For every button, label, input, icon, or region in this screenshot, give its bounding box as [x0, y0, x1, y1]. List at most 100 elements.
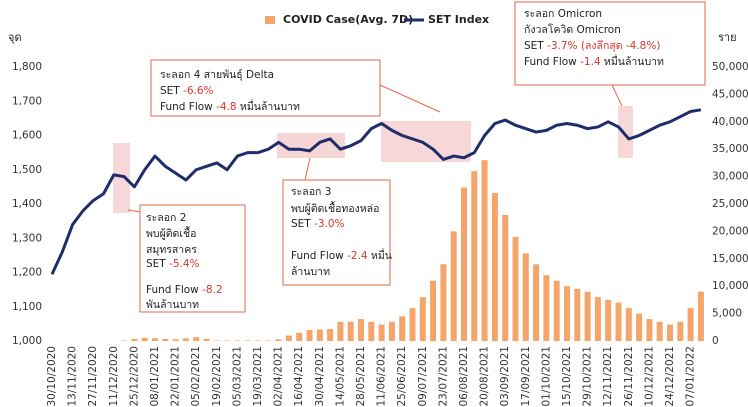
annotation-text: SET	[146, 258, 169, 270]
annotation-text: -1.4	[580, 56, 601, 68]
x-tick-label: 06/08/2021	[458, 346, 470, 407]
annotation-line: Fund Flow -8.2	[146, 284, 223, 296]
annotation-line: SET -5.4%	[146, 258, 200, 270]
annotation-line: พันล้านบาท	[146, 299, 199, 311]
x-tick-label: 05/03/2021	[231, 346, 243, 407]
bar	[378, 324, 385, 341]
legend-label: SET Index	[428, 13, 489, 26]
annotation-text: ล้านบาท	[291, 266, 330, 278]
callout-box	[150, 59, 381, 117]
callout-box	[139, 204, 246, 313]
bar	[430, 280, 437, 341]
bar	[368, 321, 375, 341]
y2-tick-label: 45,000	[712, 88, 748, 100]
bar	[285, 335, 292, 341]
annotation-text: SET	[291, 218, 314, 230]
annotation-text: ระลอก 3	[291, 186, 331, 198]
y2-tick-label: 35,000	[712, 143, 748, 155]
bar	[667, 324, 673, 341]
x-tick-label: 03/09/2021	[499, 346, 511, 407]
annotation-text: Fund Flow	[160, 101, 216, 113]
annotation-line: กังวลโควิด Omicron	[524, 23, 621, 36]
annotation-line: SET -6.6%	[160, 85, 214, 97]
bar	[543, 275, 550, 341]
bar	[327, 328, 334, 341]
bar	[141, 337, 148, 341]
annotation-text: SET	[524, 40, 547, 52]
bar	[491, 193, 498, 341]
x-tick-label: 09/07/2021	[417, 346, 429, 407]
bar	[337, 321, 344, 341]
bar	[265, 340, 272, 341]
bar	[461, 187, 467, 341]
x-tick-label: 26/11/2021	[623, 346, 635, 407]
bar	[296, 332, 303, 341]
x-tick-label: 28/05/2021	[355, 346, 367, 407]
bar	[244, 340, 251, 341]
annotation-line: ระลอก 2	[146, 212, 186, 224]
bar	[399, 316, 406, 341]
y2-tick-label: 50,000	[712, 61, 748, 73]
callout-pointer	[611, 84, 623, 107]
x-tick-label: 05/02/2021	[190, 346, 202, 407]
y-tick-label: 1,700	[12, 95, 42, 107]
y2-tick-label: 20,000	[712, 225, 748, 237]
annotation-line: SET -3.7% (ลงลึกสุด -4.8%)	[524, 40, 660, 52]
x-tick-label: 23/07/2021	[437, 346, 449, 407]
x-tick-label: 01/10/2021	[540, 346, 552, 407]
bar	[193, 337, 200, 341]
bar	[358, 319, 364, 341]
x-tick-label: 20/08/2021	[479, 346, 491, 407]
bar	[646, 319, 653, 341]
annotation-text: -8.2	[202, 284, 223, 296]
annotation-text: -2.4	[347, 250, 368, 262]
x-tick-label: 27/11/2020	[87, 346, 99, 407]
y2-tick-label: 25,000	[712, 198, 748, 210]
x-tick-label: 25/06/2021	[396, 346, 408, 407]
bar	[636, 313, 643, 341]
annotation-line: พบผู้ติดเชื้อ	[146, 226, 196, 240]
annotation-text: Fund Flow	[524, 56, 580, 68]
legend-label: COVID Case(Avg. 7D)	[283, 13, 413, 26]
callout-box	[514, 1, 706, 86]
bar	[656, 321, 663, 341]
annotation-line: ระลอก Omicron	[524, 8, 602, 20]
y2-tick-label: 40,000	[712, 116, 748, 128]
bar	[512, 236, 519, 341]
bar	[409, 308, 416, 341]
y2-tick-label: 5,000	[712, 308, 742, 320]
x-tick-label: 29/10/2021	[582, 346, 594, 407]
annotation-line: ระลอก 4 สายพันธุ์ Delta	[160, 68, 274, 81]
callouts	[127, 1, 706, 313]
x-tick-label: 14/05/2021	[334, 346, 346, 407]
bar	[615, 302, 622, 341]
y-tick-label: 1,500	[12, 164, 42, 176]
x-tick-label: 30/04/2021	[314, 346, 326, 407]
y2-axis-title: ราย	[718, 31, 737, 44]
x-tick-label: 22/01/2021	[170, 346, 182, 407]
bar	[203, 338, 210, 341]
annotation-text: สมุทรสาคร	[146, 244, 197, 256]
annotation-text: กังวลโควิด Omicron	[524, 23, 621, 36]
line	[50, 108, 702, 275]
x-tick-label: 02/04/2021	[273, 346, 285, 407]
x-tick-label: 25/12/2020	[128, 346, 140, 407]
annotation-text: ระลอก 2	[146, 212, 186, 224]
y2-tick-label: 10,000	[712, 280, 748, 292]
bar	[687, 308, 694, 341]
bar	[162, 338, 169, 341]
bar	[677, 321, 684, 341]
annotation-text: พบผู้ติดเชื้อ	[146, 226, 196, 240]
y2-tick-label: 0	[712, 335, 719, 347]
bar	[594, 297, 601, 341]
y2-tick-label: 30,000	[712, 171, 748, 183]
x-tick-label: 30/10/2020	[46, 346, 58, 407]
annotation-line: Fund Flow -4.8 หมื่นล้านบาท	[160, 99, 300, 113]
bar	[481, 160, 488, 341]
annotation-line: Fund Flow -2.4 หมื่น	[291, 248, 392, 262]
annotation-text: หมื่นล้านบาท	[601, 54, 664, 68]
x-tick-label: 17/09/2021	[520, 346, 532, 407]
y2-tick-label: 15,000	[712, 253, 748, 265]
x-tick-label: 11/12/2020	[108, 346, 120, 407]
bar	[574, 288, 581, 341]
